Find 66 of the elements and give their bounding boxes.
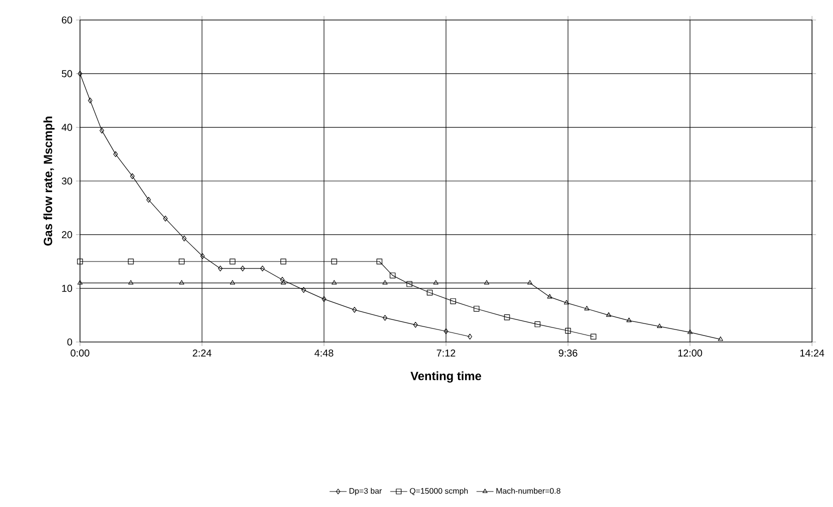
y-tick-label: 60: [62, 16, 72, 24]
point: [564, 300, 570, 304]
point: [230, 280, 236, 285]
point: [88, 98, 92, 104]
y-tick-label: 30: [62, 177, 72, 185]
x-tick-label: 12:00: [678, 350, 702, 357]
point: [100, 128, 104, 134]
y-tick-label: 20: [62, 231, 72, 238]
x-axis-title: Venting time: [410, 371, 482, 383]
point: [406, 281, 412, 287]
point: [584, 306, 590, 310]
point: [260, 266, 265, 272]
point: [656, 324, 662, 328]
point: [332, 280, 337, 285]
point: [301, 287, 306, 293]
x-tick-label: 4:48: [314, 350, 334, 357]
y-tick-label: 10: [62, 284, 72, 292]
point: [547, 294, 552, 299]
point: [128, 258, 134, 264]
point: [352, 306, 357, 313]
point: [450, 298, 456, 304]
point: [77, 258, 83, 264]
y-axis-title: Gas flow rate, Mscmph: [43, 116, 55, 246]
point: [280, 280, 286, 285]
point: [322, 296, 326, 302]
point: [178, 258, 185, 264]
point: [331, 258, 338, 264]
point: [218, 266, 223, 272]
x-tick-label: 0:00: [70, 350, 90, 357]
point: [390, 272, 396, 278]
point: [382, 280, 388, 285]
y-tick-label: 0: [67, 338, 72, 346]
point: [534, 321, 540, 328]
point: [240, 266, 245, 272]
point: [130, 173, 135, 180]
point: [426, 290, 433, 296]
point: [376, 258, 382, 264]
y-tick-label: 40: [62, 124, 72, 131]
x-tick-label: 2:24: [192, 350, 212, 356]
point: [128, 280, 134, 285]
point: [606, 312, 612, 317]
point: [280, 276, 285, 283]
point: [146, 196, 151, 203]
point: [687, 329, 693, 334]
point: [113, 151, 118, 158]
point: [230, 258, 236, 264]
point: [280, 258, 286, 264]
x-tick-label: 7:12: [436, 350, 456, 356]
y-tick-label: 50: [62, 70, 72, 78]
point: [179, 280, 184, 285]
point: [182, 236, 186, 242]
point: [382, 314, 388, 321]
point: [413, 322, 418, 328]
point: [626, 318, 632, 322]
point: [433, 280, 438, 285]
point: [444, 328, 448, 334]
point: [200, 253, 205, 260]
point: [484, 280, 490, 285]
point: [163, 216, 168, 222]
point: [527, 280, 532, 285]
point: [565, 328, 571, 334]
point: [504, 314, 510, 320]
x-tick-label: 9:36: [558, 350, 578, 357]
point: [590, 334, 596, 340]
point: [474, 306, 480, 312]
x-tick-label: 14:24: [800, 350, 824, 356]
